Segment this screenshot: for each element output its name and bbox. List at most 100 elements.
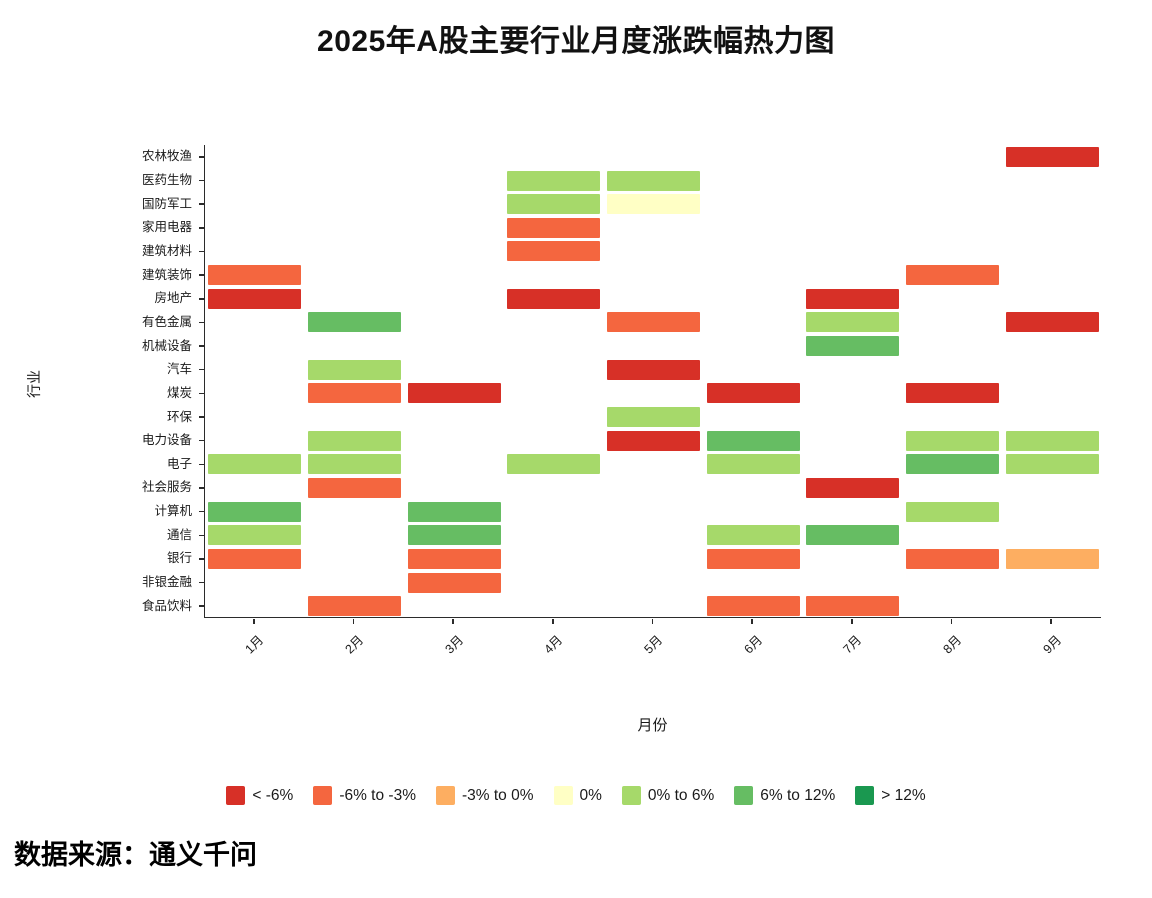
heatmap-cell (308, 430, 401, 451)
heatmap-cell (607, 194, 700, 215)
y-axis-tick-label: 家用电器 (141, 220, 192, 235)
y-axis-tick (199, 250, 204, 253)
x-axis-tick (1050, 619, 1052, 624)
legend-item: 0% to 6% (621, 786, 715, 805)
heatmap-cell (1005, 430, 1099, 451)
legend-label: 0% (579, 786, 602, 804)
legend-item: -3% to 0% (435, 786, 534, 805)
heatmap-cell (507, 194, 601, 215)
heatmap-cell (806, 477, 900, 498)
y-axis-tick-label: 电子 (166, 456, 192, 471)
legend-swatch (435, 786, 455, 805)
y-axis-tick-label: 食品饮料 (141, 598, 192, 613)
y-axis-tick-label: 农林牧渔 (141, 149, 192, 164)
y-axis-tick (199, 487, 204, 489)
heatmap-cell (607, 359, 700, 380)
heatmap-cell (308, 477, 401, 498)
heatmap-cell (507, 241, 601, 262)
y-axis-tick (199, 298, 204, 300)
heatmap-cell (208, 454, 302, 475)
heatmap-cell (1005, 548, 1099, 569)
y-axis-tick (199, 179, 204, 182)
legend-item: > 12% (855, 786, 926, 805)
y-axis-tick-label: 有色金属 (141, 314, 192, 329)
legend-item: 6% to 12% (734, 786, 835, 805)
heatmap-cell (308, 312, 401, 333)
x-axis-tick (452, 619, 454, 624)
legend-swatch (553, 786, 573, 805)
heatmap-cell (208, 548, 302, 569)
x-axis-title: 月份 (637, 717, 668, 734)
heatmap-cell (607, 407, 700, 427)
y-axis-tick-label: 非银金融 (141, 575, 192, 589)
heatmap-cell (906, 454, 999, 475)
legend-swatch (734, 786, 754, 805)
heatmap-cell (407, 572, 501, 593)
y-axis-tick (199, 558, 204, 560)
y-axis-tick-label: 医药生物 (141, 173, 192, 187)
x-axis-tick-label: 5月 (641, 632, 666, 657)
heatmap-cell (407, 525, 501, 546)
y-axis-tick-label: 机械设备 (141, 338, 192, 353)
y-axis-tick-label: 汽车 (166, 362, 192, 377)
x-axis-tick (552, 619, 554, 624)
y-axis-tick-label: 计算机 (154, 504, 192, 519)
legend-label: > 12% (881, 786, 926, 804)
y-axis-tick-label: 通信 (166, 527, 192, 542)
y-axis-tick (199, 463, 204, 465)
chart-title: 2025年A股主要行业月度涨跌幅热力图 (317, 25, 835, 58)
legend-swatch (313, 786, 333, 805)
y-axis-tick-label: 电力设备 (141, 433, 192, 448)
heatmap-cell (308, 454, 401, 475)
legend: < -6% -6% to -3% -3% to 0% 0% 0% to 6% 6% to … (0, 786, 1152, 805)
x-axis-tick-label: 9月 (1040, 632, 1064, 657)
y-axis-tick (199, 439, 204, 442)
heatmap-cell (308, 596, 401, 617)
y-axis-tick (199, 392, 204, 395)
heatmap-cell (308, 383, 401, 404)
heatmap-cell (208, 525, 302, 546)
heatmap-cell (507, 454, 601, 475)
heatmap-grid (204, 145, 1101, 618)
y-axis-tick (199, 416, 204, 418)
x-axis-tick-label: 8月 (940, 632, 965, 657)
y-axis-tick (199, 605, 204, 607)
x-axis-tick-label: 2月 (342, 632, 367, 657)
heatmap-cell (1005, 146, 1099, 167)
heatmap-cell (706, 383, 800, 404)
heatmap-cell (607, 170, 700, 191)
y-axis-tick-label: 银行 (166, 551, 192, 566)
y-axis-tick-label: 环保 (166, 409, 192, 424)
x-axis-tick (253, 619, 255, 624)
x-axis-tick (751, 619, 753, 624)
heatmap-cell (906, 548, 999, 569)
legend-label: < -6% (252, 786, 294, 804)
heatmap-cell (1005, 312, 1099, 333)
heatmap-cell (208, 501, 302, 522)
y-axis-tick (199, 203, 204, 205)
y-axis-tick-label: 煤炭 (166, 385, 192, 400)
y-axis-tick (199, 321, 204, 324)
legend-item: 0% (553, 786, 602, 805)
legend-label: 0% to 6% (647, 786, 715, 804)
y-axis-tick (199, 274, 204, 276)
heatmap-cell (806, 336, 900, 356)
heatmap-cell (706, 454, 800, 475)
y-axis-tick (199, 534, 204, 536)
heatmap-cell (308, 359, 401, 380)
legend-label: -3% to 0% (461, 786, 534, 804)
legend-label: 6% to 12% (760, 786, 836, 804)
heatmap-cell (706, 596, 800, 617)
legend-swatch (226, 786, 246, 805)
heatmap-cell (1005, 454, 1099, 475)
heatmap-cell (607, 312, 700, 333)
heatmap-cell (906, 501, 999, 522)
legend-swatch (621, 786, 641, 805)
x-axis-tick-label: 7月 (840, 632, 865, 657)
legend-swatch (855, 786, 875, 805)
y-axis-tick (199, 510, 204, 513)
heatmap-cell (407, 548, 501, 569)
heatmap-cell (706, 525, 800, 546)
y-axis-tick-label: 房地产 (154, 291, 192, 306)
y-axis-labels: 农林牧渔 医药生物 国防军工 家用电器 建筑材料 建筑装饰 房地产 有色金属 机械设备 汽车 煤炭环… (0, 145, 204, 618)
